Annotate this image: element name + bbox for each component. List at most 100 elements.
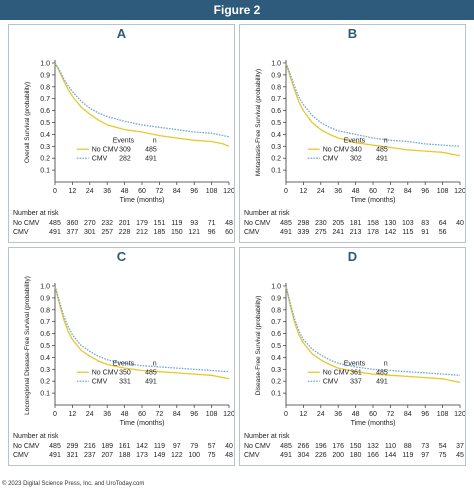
- risk-row-label: CMV: [244, 452, 260, 459]
- risk-value: 57: [208, 443, 216, 450]
- figure-title: Figure 2: [0, 0, 474, 20]
- legend-label: CMV: [92, 156, 108, 163]
- y-tick-label: 0.3: [40, 367, 50, 374]
- risk-value: 40: [225, 443, 233, 450]
- risk-table-title: Number at risk: [13, 433, 59, 440]
- x-tick-label: 96: [421, 411, 429, 418]
- risk-table-title: Number at risk: [13, 210, 59, 217]
- legend-events: 340: [350, 147, 362, 154]
- x-tick-label: 84: [173, 411, 181, 418]
- x-tick-label: 84: [173, 188, 181, 195]
- risk-value: 48: [225, 452, 233, 459]
- legend-header-n: n: [384, 361, 388, 368]
- risk-value: 485: [49, 220, 61, 227]
- risk-value: 173: [136, 452, 148, 459]
- x-axis-label: Time (months): [120, 197, 165, 204]
- legend-events: 337: [350, 379, 362, 386]
- series-line-no-cmv: [54, 62, 230, 147]
- risk-value: 185: [154, 229, 166, 236]
- risk-value: 275: [315, 229, 327, 236]
- risk-value: 144: [385, 452, 397, 459]
- y-tick-label: 0.3: [271, 144, 281, 151]
- risk-row-label: CMV: [244, 229, 260, 236]
- x-tick-label: 120: [454, 411, 466, 418]
- legend-label: No CMV: [323, 370, 350, 377]
- risk-value: 88: [404, 443, 412, 450]
- y-tick-label: 0.8: [40, 84, 50, 91]
- risk-value: 79: [190, 443, 198, 450]
- y-axis-label: Overall Survival (probability): [24, 82, 31, 163]
- risk-row-label: No CMV: [244, 443, 271, 450]
- y-tick-label: 0.5: [271, 120, 281, 127]
- legend-header-events: Events: [113, 361, 135, 368]
- risk-value: 75: [208, 452, 216, 459]
- risk-value: 301: [84, 229, 96, 236]
- risk-value: 132: [367, 443, 379, 450]
- risk-value: 97: [421, 452, 429, 459]
- panel-c: C 0.1 0.2 0.3 0.4 0.5 0.6 0.7 0.8 0.9 1.0 0 12 24 36 4…: [8, 247, 235, 466]
- x-tick-label: 0: [53, 411, 57, 418]
- y-tick-label: 0.9: [40, 72, 50, 79]
- risk-value: 110: [385, 443, 396, 450]
- km-chart-d: 0.1 0.2 0.3 0.4 0.5 0.6 0.7 0.8 0.9 1.0 0 12 24 36 48 6…: [244, 283, 466, 459]
- risk-table-title: Number at risk: [244, 210, 290, 217]
- x-tick-label: 36: [103, 188, 111, 195]
- risk-value: 73: [421, 443, 429, 450]
- legend-n: 485: [145, 147, 157, 154]
- x-tick-label: 0: [284, 411, 288, 418]
- risk-value: 230: [315, 220, 327, 227]
- risk-value: 119: [402, 452, 413, 459]
- y-axis-label: Metastasis-Free Survival (probability): [255, 69, 262, 176]
- x-tick-label: 60: [138, 188, 146, 195]
- y-tick-label: 0.4: [271, 355, 281, 362]
- risk-value: 485: [49, 443, 61, 450]
- x-tick-label: 24: [317, 188, 325, 195]
- risk-value: 97: [173, 443, 181, 450]
- y-axis-label: Disease-Free Survival (probability): [255, 296, 262, 396]
- x-tick-label: 36: [334, 411, 342, 418]
- y-tick-label: 0.1: [271, 168, 281, 175]
- risk-value: 270: [84, 220, 96, 227]
- risk-value: 485: [280, 220, 292, 227]
- y-tick-label: 1.0: [40, 284, 50, 291]
- panel-letter: C: [116, 249, 127, 264]
- x-axis-label: Time (months): [351, 420, 396, 427]
- legend-header-events: Events: [344, 138, 366, 145]
- x-tick-label: 120: [223, 411, 235, 418]
- risk-value: 339: [298, 229, 310, 236]
- legend-header-events: Events: [113, 138, 135, 145]
- legend-events: 350: [119, 370, 131, 377]
- y-tick-label: 0.8: [40, 307, 50, 314]
- risk-value: 491: [280, 452, 292, 459]
- y-tick-label: 1.0: [40, 61, 50, 68]
- x-tick-label: 60: [138, 411, 146, 418]
- y-tick-label: 0.4: [40, 132, 50, 139]
- panel-b: B 0.1 0.2 0.3 0.4 0.5 0.6 0.7 0.8 0.9 1.0 0 12 24 36 4…: [239, 24, 466, 243]
- risk-value: 158: [367, 220, 379, 227]
- x-tick-label: 72: [387, 411, 395, 418]
- km-chart-b: 0.1 0.2 0.3 0.4 0.5 0.6 0.7 0.8 0.9 1.0 0 12 24 36 48 6…: [244, 60, 465, 236]
- y-tick-label: 1.0: [271, 61, 281, 68]
- legend-n: 485: [145, 370, 157, 377]
- risk-row-label: CMV: [13, 452, 29, 459]
- risk-value: 189: [101, 443, 113, 450]
- x-tick-label: 48: [121, 188, 129, 195]
- risk-value: 360: [67, 220, 79, 227]
- series-line-no-cmv: [285, 62, 461, 157]
- legend-label: No CMV: [92, 370, 119, 377]
- series-line-no-cmv: [285, 285, 461, 384]
- risk-row-label: No CMV: [13, 220, 40, 227]
- x-tick-label: 60: [369, 411, 377, 418]
- risk-value: 257: [101, 229, 113, 236]
- y-tick-label: 0.5: [40, 343, 50, 350]
- x-tick-label: 0: [53, 188, 57, 195]
- y-tick-label: 0.1: [271, 391, 281, 398]
- legend-header-events: Events: [344, 361, 366, 368]
- x-tick-label: 108: [206, 188, 218, 195]
- risk-value: 45: [456, 452, 464, 459]
- panel-d: D 0.1 0.2 0.3 0.4 0.5 0.6 0.7 0.8 0.9 1.0 0 12 24 36 4…: [239, 247, 466, 466]
- panel-a: A 0.1 0.2 0.3 0.4 0.5 0.6 0.7 0.8 0.9 1.0 0 12 24 36 4…: [8, 24, 235, 243]
- x-tick-label: 96: [190, 411, 198, 418]
- risk-value: 151: [154, 220, 166, 227]
- risk-value: 130: [385, 220, 397, 227]
